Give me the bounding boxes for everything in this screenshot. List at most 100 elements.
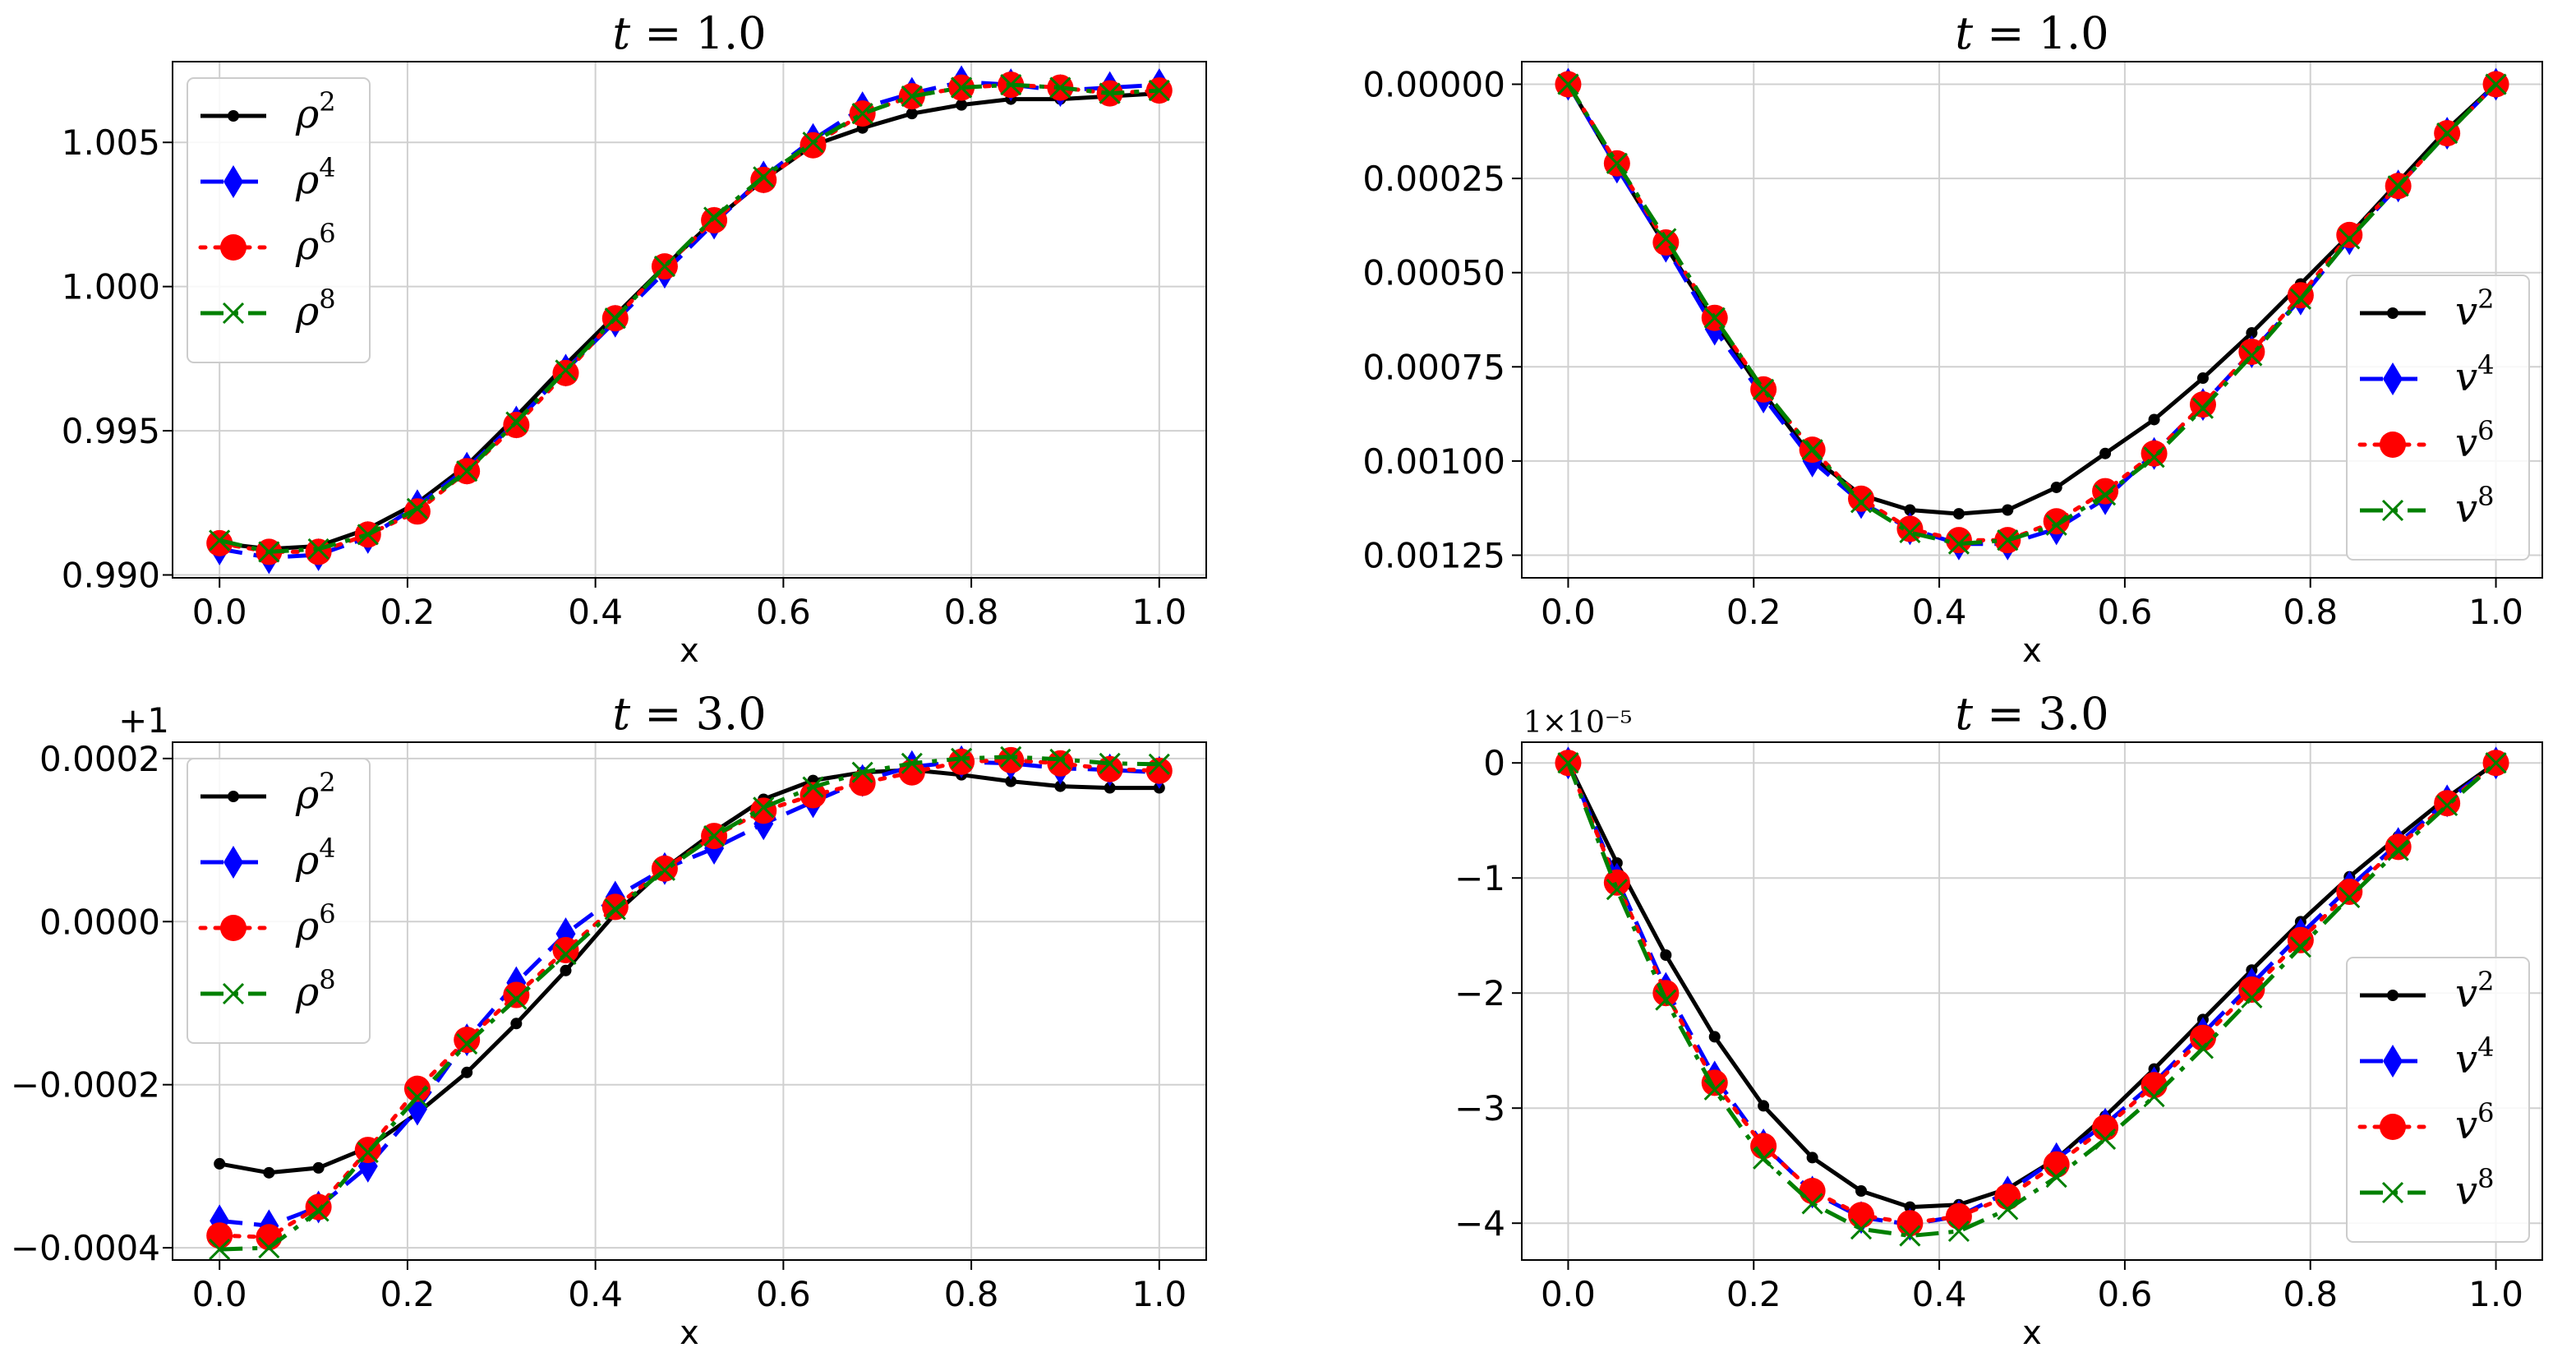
x-tick-label: 0.8: [944, 592, 999, 632]
data-point: [1896, 1210, 1924, 1237]
data-point: [1904, 1201, 1916, 1213]
panel-bottom-left: 0.0 0.2 0.4 0.6 0.8 1.0 −0.0004 −0.0002 0.0000 0.…: [11, 688, 1207, 1352]
legend-label: ρ6: [295, 898, 336, 949]
legend-box: [187, 77, 371, 363]
data-point: [998, 746, 1025, 773]
legend-label: ρ2: [295, 767, 336, 818]
data-point: [214, 1157, 226, 1170]
data-point: [305, 538, 332, 565]
data-point: [1848, 1202, 1875, 1229]
data-point: [2143, 1086, 2165, 1108]
data-point: [2485, 752, 2507, 774]
y-tick-label: −2: [1454, 973, 1505, 1013]
data-point: [307, 1200, 329, 1222]
data-point: [2336, 221, 2363, 248]
y-tick-label: 0: [1483, 743, 1505, 783]
data-point: [703, 206, 726, 228]
y-tick-label: 1.000: [62, 267, 160, 307]
data-point: [2238, 338, 2265, 365]
y-tick-label: 0.990: [62, 555, 160, 595]
legend-label: ρ8: [295, 964, 336, 1015]
legend-label: ρ8: [295, 284, 336, 335]
data-point: [1096, 755, 1123, 782]
series-line: [219, 82, 1159, 554]
data-point: [2148, 413, 2160, 426]
data-point: [206, 1222, 233, 1249]
x-tick-label: 1.0: [2468, 1274, 2523, 1314]
data-point: [2189, 1024, 2216, 1051]
data-point: [228, 110, 239, 122]
data-point: [1947, 533, 1970, 555]
data-point: [456, 1033, 478, 1055]
data-point: [2383, 362, 2403, 395]
data-point: [209, 529, 231, 552]
data-point: [2436, 794, 2458, 817]
data-point: [552, 936, 579, 963]
data-point: [2380, 1114, 2406, 1140]
data-point: [454, 1027, 481, 1054]
x-tick-label: 0.8: [2283, 592, 2338, 632]
data-point: [956, 99, 968, 111]
x-tick-label: 0.4: [1912, 1274, 1967, 1314]
data-point: [2045, 514, 2067, 536]
data-point: [951, 76, 973, 99]
data-point: [1848, 485, 1875, 512]
data-point: [1997, 529, 2019, 552]
chart-title: t = 3.0: [1955, 688, 2108, 740]
data-point: [2387, 175, 2409, 197]
x-tick-label: 1.0: [2468, 592, 2523, 632]
data-point: [2383, 1045, 2403, 1078]
legend-item: v2: [2360, 284, 2494, 335]
x-tick-label: 0.4: [568, 592, 623, 632]
x-tick-label: 0.2: [380, 592, 435, 632]
data-point: [1850, 492, 1873, 514]
data-point: [1000, 745, 1022, 768]
data-point: [1945, 527, 1972, 554]
data-point: [1655, 228, 1677, 250]
data-point: [503, 412, 530, 439]
panel-top-right: 0.0 0.2 0.4 0.6 0.8 1.0 0.00000 0.00025 0.00050 0…: [1362, 7, 2543, 670]
chart-title: t = 1.0: [612, 7, 766, 59]
y-tick-label: −3: [1454, 1088, 1505, 1129]
x-tick-label: 0.2: [380, 1274, 435, 1314]
legend-box: [2346, 275, 2530, 561]
data-point: [403, 1075, 431, 1102]
data-point: [2050, 481, 2062, 493]
data-point: [312, 1161, 325, 1174]
legend-label: v4: [2455, 1032, 2494, 1082]
data-point: [406, 1086, 428, 1108]
legend-item: v4: [2360, 349, 2494, 400]
data-point: [2289, 936, 2311, 958]
legend-item: ρ4: [200, 833, 336, 884]
data-point: [1997, 1198, 2019, 1221]
y-tick-label: −1: [1454, 858, 1505, 898]
y-tick-label: 0.00100: [1362, 441, 1505, 482]
legend-label: v8: [2455, 481, 2494, 532]
data-point: [1945, 1202, 1972, 1230]
y-tick-label: −0.0002: [11, 1065, 160, 1105]
data-point: [2387, 990, 2399, 1001]
legend-item: ρ2: [200, 86, 336, 137]
data-point: [2191, 397, 2214, 419]
y-tick-label: 0.0000: [39, 902, 160, 942]
data-point: [2099, 447, 2112, 459]
data-point: [750, 166, 777, 193]
data-point: [222, 982, 245, 1005]
plot-area: [206, 65, 1173, 575]
data-point: [1899, 521, 1921, 544]
axes-frame: [1521, 61, 2543, 579]
data-point: [2436, 122, 2458, 145]
data-point: [604, 898, 626, 921]
x-tick-label: 0.2: [1726, 592, 1781, 632]
series-v8: [1557, 73, 2507, 555]
data-point: [222, 302, 245, 325]
x-axis-label: x: [680, 632, 699, 670]
data-point: [1801, 1193, 1823, 1215]
x-tick-label: 0.6: [756, 592, 811, 632]
data-point: [357, 524, 379, 546]
data-point: [1708, 1031, 1721, 1043]
y-tick-label: 0.00125: [1362, 535, 1505, 575]
data-point: [503, 981, 530, 1009]
data-point: [1104, 782, 1116, 794]
data-point: [1054, 780, 1067, 792]
